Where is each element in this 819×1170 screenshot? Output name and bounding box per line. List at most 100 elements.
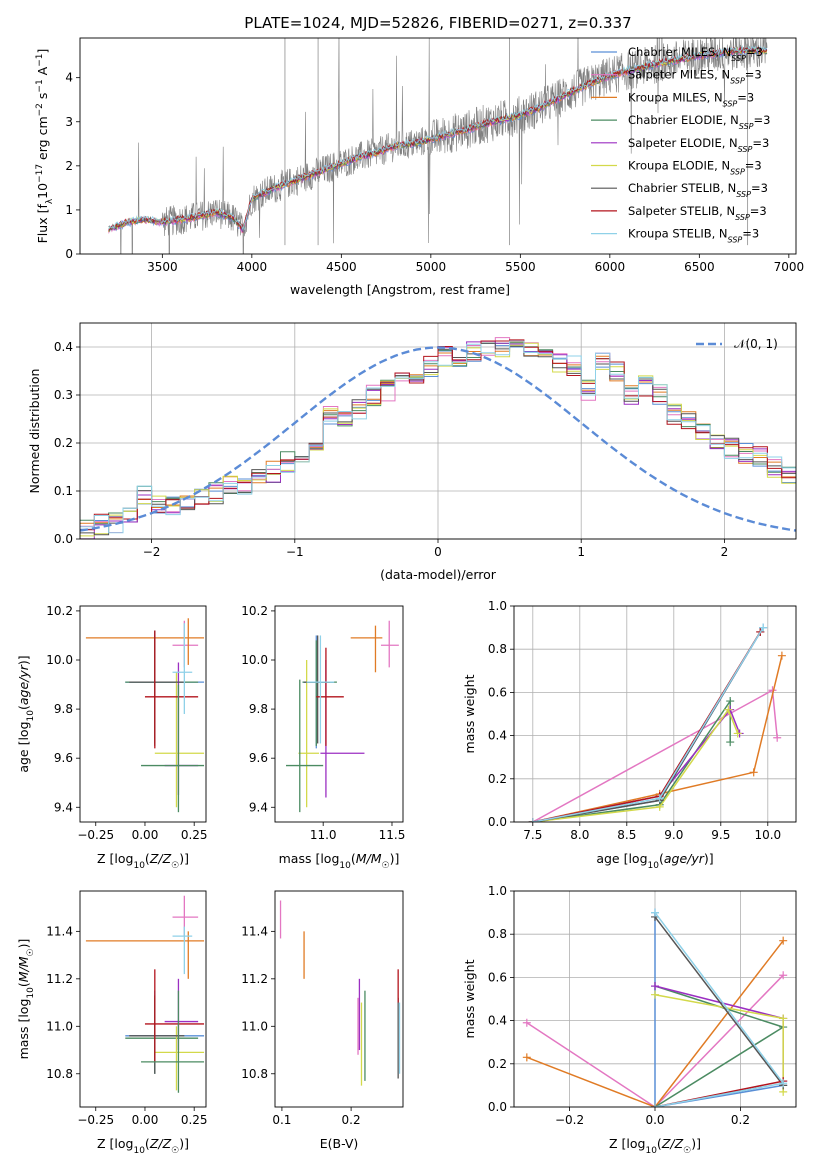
axes-frame <box>79 322 797 540</box>
weight-point <box>651 982 659 991</box>
y-tick-label: 0.2 <box>488 1057 507 1071</box>
x-axis-label: E(B-V) <box>320 1136 359 1151</box>
weight-line-2 <box>526 940 784 1107</box>
y-axis-label: mass [log10(M/M☉)] <box>16 939 36 1060</box>
axes-frame <box>513 605 797 823</box>
y-tick-label: 0.0 <box>488 815 507 829</box>
x-tick-label: 0.25 <box>181 828 208 842</box>
legend-entry-label: Kroupa ELODIE, NSSP=3 <box>628 159 762 177</box>
y-tick-label: 11.2 <box>241 972 268 986</box>
weight-point <box>651 908 659 917</box>
y-tick-label: 0 <box>65 247 73 261</box>
y-tick-label: 4 <box>65 71 73 85</box>
x-tick-label: −0.25 <box>77 828 114 842</box>
legend-entry-label: Chabrier STELIB, NSSP=3 <box>628 181 768 199</box>
y-tick-label: 0.2 <box>54 436 73 450</box>
x-tick-label: −1 <box>286 545 304 559</box>
x-tick-label: 0.25 <box>181 1113 208 1127</box>
x-tick-label: −0.25 <box>77 1113 114 1127</box>
model-line-8 <box>108 44 768 232</box>
axes-weight_vs_Z: −0.2 0.0 0.2 0.0 0.2 0.4 0.6 0.8 1.0 Z [log10(Z/Z… <box>462 884 797 1156</box>
axes-spectrum: 3500 4000 4500 5000 5500 6000 6500 7000 0 1 2 3 4 wav… <box>35 37 805 297</box>
x-tick-label: 0.00 <box>132 828 159 842</box>
y-tick-label: 0.8 <box>488 642 507 656</box>
weight-point <box>655 794 664 803</box>
legend-entry-label: Kroupa STELIB, NSSP=3 <box>628 227 759 245</box>
weight-point <box>726 697 735 706</box>
axes-frame <box>274 605 404 823</box>
y-tick-label: 0.4 <box>54 340 73 354</box>
plot-area-spectrum <box>108 38 768 254</box>
x-axis-label: Z [log10(Z/Z☉)] <box>97 1136 189 1156</box>
weight-line-6 <box>532 631 761 822</box>
x-tick-label: −0.2 <box>555 1113 584 1127</box>
weight-point <box>733 729 742 738</box>
weight-line-2 <box>532 655 783 822</box>
x-tick-label: 6000 <box>595 260 626 274</box>
y-tick-label: 1 <box>65 203 73 217</box>
y-tick-label: 3 <box>65 115 73 129</box>
x-axis-label: mass [log10(M/M☉)] <box>279 851 400 871</box>
weight-line-5 <box>654 993 784 1092</box>
y-tick-label: 11.4 <box>46 924 73 938</box>
weight-point <box>779 936 788 945</box>
x-tick-label: 2 <box>721 545 729 559</box>
legend-entry-label: Salpeter STELIB, NSSP=3 <box>628 204 767 222</box>
histogram-step-7 <box>80 339 796 531</box>
weight-point <box>522 1018 531 1027</box>
y-tick-label: 9.8 <box>249 702 268 716</box>
y-tick-label: 10.2 <box>241 604 268 618</box>
x-tick-label: 11.0 <box>310 828 337 842</box>
axes-frame <box>513 890 797 1108</box>
x-tick-label: 8.5 <box>617 828 636 842</box>
plot-area-age_vs_mass <box>286 620 399 813</box>
x-tick-label: 0.00 <box>132 1113 159 1127</box>
plot-area-age_vs_Z <box>85 618 205 813</box>
x-axis-label: wavelength [Angstrom, rest frame] <box>290 282 510 297</box>
plot-area-mass_vs_ebv <box>279 900 401 1086</box>
weight-point <box>779 971 788 980</box>
x-tick-label: 6500 <box>684 260 715 274</box>
weight-line-7 <box>532 631 761 822</box>
plot-area-weight_vs_Z <box>522 908 788 1107</box>
x-tick-label: 5500 <box>505 260 536 274</box>
axes-frame <box>79 37 797 255</box>
x-tick-label: 0.2 <box>342 1113 361 1127</box>
y-tick-label: 0.0 <box>54 532 73 546</box>
y-tick-label: 0.4 <box>488 1014 507 1028</box>
x-axis-label: Z [log10(Z/Z☉)] <box>609 1136 701 1156</box>
weight-line-1 <box>532 688 778 822</box>
weight-point <box>724 705 733 714</box>
x-tick-label: 4000 <box>237 260 268 274</box>
y-tick-label: 0.0 <box>488 1100 507 1114</box>
x-axis-label: age [log10(age/yr)] <box>596 851 713 871</box>
x-axis-label: Z [log10(Z/Z☉)] <box>97 851 189 871</box>
weight-line-5 <box>532 708 739 822</box>
plot-area-mass_vs_Z <box>85 895 205 1093</box>
y-axis-label: mass weight <box>462 959 477 1038</box>
axes-weight_vs_age: 7.5 8.0 8.5 9.0 9.5 10.0 0.0 0.2 0.4 0.6 0.8 1.0 age… <box>462 599 797 871</box>
x-tick-label: 0.1 <box>272 1113 291 1127</box>
y-tick-label: 0.3 <box>54 388 73 402</box>
y-tick-label: 9.6 <box>249 751 268 765</box>
weight-point <box>777 651 786 660</box>
weight-point <box>726 738 735 747</box>
histogram-step-8 <box>80 340 796 534</box>
x-tick-label: 0.2 <box>731 1113 750 1127</box>
legend-entry-label: Kroupa MILES, NSSP=3 <box>628 90 754 108</box>
x-tick-label: 7000 <box>774 260 805 274</box>
y-tick-label: 11.4 <box>241 924 268 938</box>
axes-age_vs_mass: 11.0 11.5 9.4 9.6 9.8 10.0 10.2 mass [log10(M/M… <box>241 604 405 871</box>
weight-point <box>779 1079 788 1088</box>
x-tick-label: 3500 <box>147 260 178 274</box>
plot-area-residuals <box>80 337 796 539</box>
x-tick-label: 8.0 <box>570 828 589 842</box>
y-tick-label: 10.0 <box>46 653 73 667</box>
y-tick-label: 1.0 <box>488 884 507 898</box>
weight-line-0 <box>654 912 784 1107</box>
y-tick-label: 11.2 <box>46 972 73 986</box>
y-tick-label: 0.2 <box>488 772 507 786</box>
y-tick-label: 0.1 <box>54 484 73 498</box>
x-tick-label: 5000 <box>416 260 447 274</box>
